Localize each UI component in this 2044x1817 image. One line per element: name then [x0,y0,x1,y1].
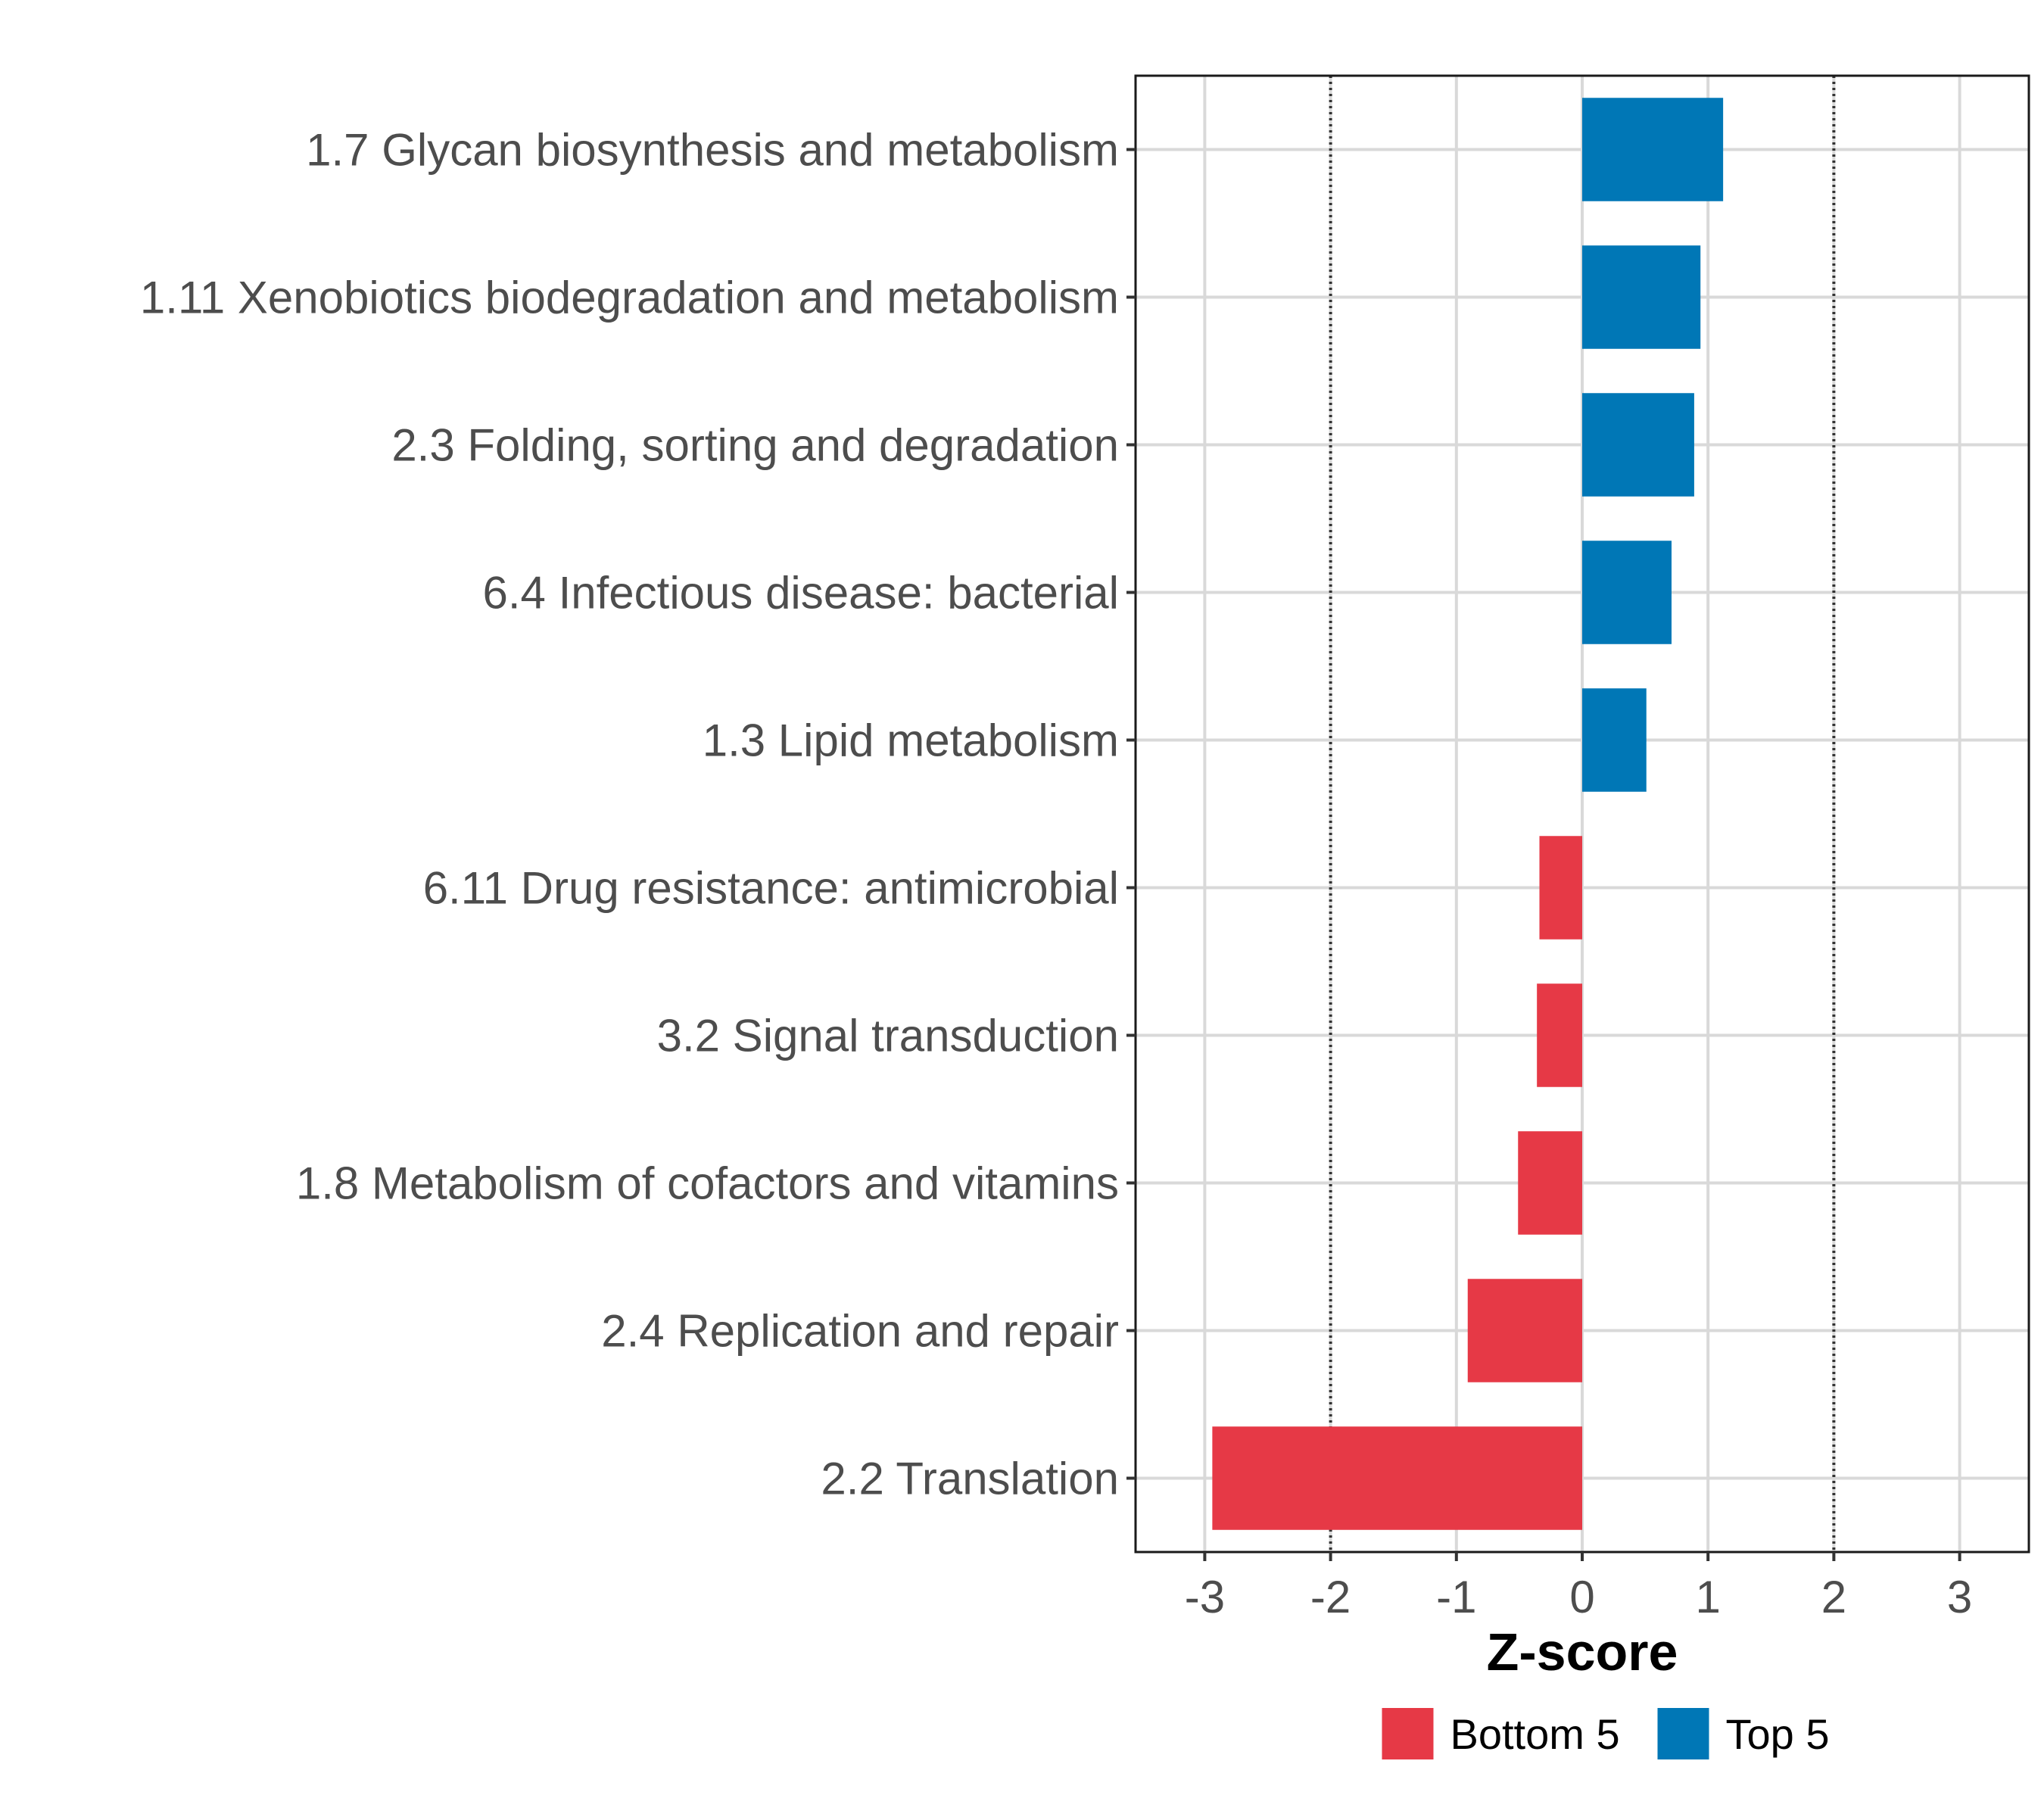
bar [1582,98,1724,201]
legend-swatch [1657,1708,1709,1759]
bar [1518,1131,1582,1235]
category-label: 2.4 Replication and repair [601,1306,1119,1357]
y-axis: 1.7 Glycan biosynthesis and metabolism 1.… [140,125,1136,1504]
x-tick-label: 0 [1569,1572,1594,1622]
category-label: 3.2 Signal transduction [657,1011,1119,1061]
x-tick-label: -2 [1310,1572,1351,1622]
category-label: 6.11 Drug resistance: antimicrobial [423,863,1119,914]
bar [1537,983,1582,1087]
category-label: 1.3 Lipid metabolism [703,715,1119,766]
bar [1582,541,1672,644]
category-label: 2.2 Translation [821,1454,1119,1504]
legend-label: Top 5 [1726,1710,1830,1758]
x-axis: -3 -2 -1 0 1 2 3 [1185,1552,1972,1622]
category-label: 1.7 Glycan biosynthesis and metabolism [306,125,1119,176]
x-tick-label: -1 [1436,1572,1476,1622]
legend-label: Bottom 5 [1450,1710,1620,1758]
bar [1467,1279,1582,1382]
legend-swatch [1382,1708,1434,1759]
category-label: 1.8 Metabolism of cofactors and vitamins [296,1158,1119,1209]
x-tick-label: 1 [1696,1572,1721,1622]
x-tick-label: 3 [1947,1572,1972,1622]
category-label: 2.3 Folding, sorting and degradation [391,420,1119,471]
bar [1539,836,1582,940]
category-label: 6.4 Infectious disease: bacterial [483,568,1120,619]
category-label: 1.11 Xenobiotics biodegradation and meta… [140,273,1119,323]
bar [1582,393,1694,497]
bar [1212,1426,1582,1530]
bars [1212,98,1724,1530]
bar [1582,245,1701,349]
x-tick-label: -3 [1185,1572,1225,1622]
legend: Bottom 5 Top 5 [1382,1708,1830,1759]
reference-lines [1329,76,1836,1552]
x-axis-title: Z-score [1487,1622,1678,1681]
x-tick-label: 2 [1821,1572,1846,1622]
bar [1582,688,1647,792]
